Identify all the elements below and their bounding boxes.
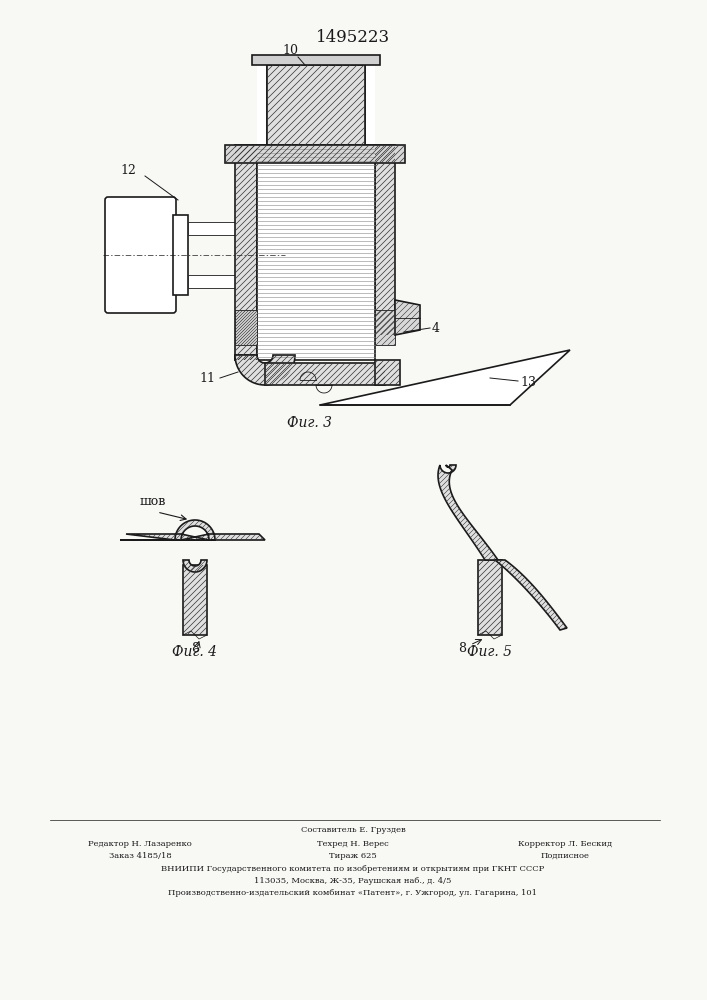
Text: Заказ 4185/18: Заказ 4185/18 (109, 852, 171, 860)
Bar (252, 55, 380, 65)
Bar (267, 65, 365, 145)
Polygon shape (375, 310, 395, 345)
Polygon shape (183, 565, 207, 635)
Polygon shape (478, 560, 502, 635)
Text: Фиг. 4: Фиг. 4 (173, 645, 218, 659)
Polygon shape (495, 560, 567, 630)
Bar (188, 222, 255, 235)
Polygon shape (235, 145, 257, 360)
Text: Фиг. 3: Фиг. 3 (288, 416, 332, 430)
Text: 11: 11 (199, 371, 215, 384)
Bar (188, 275, 255, 288)
Text: шов: шов (140, 495, 166, 508)
Text: 13: 13 (520, 375, 536, 388)
Bar (257, 65, 375, 360)
Polygon shape (320, 350, 570, 405)
Text: Производственно-издательский комбинат «Патент», г. Ужгород, ул. Гагарина, 101: Производственно-издательский комбинат «П… (168, 889, 537, 897)
Text: 4: 4 (432, 322, 440, 334)
Text: 8: 8 (191, 642, 199, 654)
Polygon shape (265, 363, 385, 385)
FancyBboxPatch shape (105, 197, 176, 313)
Text: Составитель Е. Груздев: Составитель Е. Груздев (300, 826, 405, 834)
Polygon shape (235, 355, 257, 360)
Bar (173, 215, 188, 295)
Text: 1495223: 1495223 (316, 28, 390, 45)
Text: Корректор Л. Бескид: Корректор Л. Бескид (518, 840, 612, 848)
Text: ВНИИПИ Государственного комитета по изобретениям и открытиям при ГКНТ СССР: ВНИИПИ Государственного комитета по изоб… (161, 865, 544, 873)
Polygon shape (235, 310, 257, 345)
Text: Техред Н. Верес: Техред Н. Верес (317, 840, 389, 848)
Polygon shape (183, 560, 207, 572)
Polygon shape (225, 145, 405, 163)
Polygon shape (375, 360, 400, 385)
Text: Тираж 625: Тираж 625 (329, 852, 377, 860)
Polygon shape (438, 465, 498, 560)
Text: 8: 8 (458, 642, 466, 654)
Bar (257, 145, 375, 360)
Text: 12: 12 (120, 163, 136, 176)
Text: Подписное: Подписное (541, 852, 590, 860)
Polygon shape (375, 145, 395, 335)
Polygon shape (267, 65, 365, 145)
Text: Фиг. 5: Фиг. 5 (467, 645, 513, 659)
Polygon shape (235, 355, 295, 385)
Polygon shape (120, 520, 265, 540)
Text: Редактор Н. Лазаренко: Редактор Н. Лазаренко (88, 840, 192, 848)
Text: 10: 10 (282, 43, 298, 56)
Polygon shape (395, 300, 420, 335)
Text: 113035, Москва, Ж-35, Раушская наб., д. 4/5: 113035, Москва, Ж-35, Раушская наб., д. … (255, 877, 452, 885)
